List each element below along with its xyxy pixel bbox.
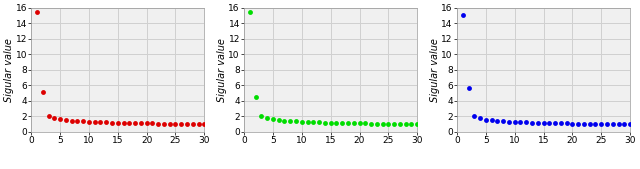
- Point: [332, 122, 342, 124]
- Point: [355, 122, 365, 125]
- Point: [153, 122, 163, 125]
- Point: [401, 123, 411, 125]
- Point: [72, 120, 83, 123]
- Point: [492, 120, 502, 122]
- Point: [38, 91, 48, 94]
- Point: [136, 122, 146, 125]
- Point: [521, 121, 531, 124]
- Point: [544, 122, 554, 125]
- Point: [262, 117, 272, 119]
- Y-axis label: Sigular value: Sigular value: [430, 38, 440, 102]
- Point: [49, 117, 60, 119]
- Point: [590, 123, 600, 125]
- Point: [504, 120, 514, 123]
- Point: [372, 122, 382, 125]
- Point: [366, 122, 376, 125]
- Point: [389, 123, 399, 125]
- Point: [383, 123, 394, 125]
- Point: [561, 122, 572, 125]
- Point: [273, 119, 284, 122]
- Point: [596, 123, 606, 125]
- Point: [118, 122, 129, 124]
- Point: [538, 122, 548, 124]
- Point: [406, 123, 417, 125]
- Point: [124, 122, 134, 124]
- Point: [164, 122, 175, 125]
- Point: [343, 122, 353, 125]
- Point: [486, 119, 497, 122]
- Point: [84, 120, 94, 123]
- Point: [458, 14, 468, 17]
- Point: [95, 121, 106, 124]
- Point: [469, 115, 479, 118]
- Point: [55, 118, 65, 121]
- Point: [607, 123, 618, 126]
- Point: [113, 121, 123, 124]
- Y-axis label: Sigular value: Sigular value: [4, 38, 14, 102]
- Point: [378, 122, 388, 125]
- Point: [320, 121, 330, 124]
- Point: [550, 122, 560, 125]
- Point: [78, 120, 88, 123]
- Point: [337, 122, 348, 124]
- Point: [602, 123, 612, 125]
- Y-axis label: Sigular value: Sigular value: [217, 38, 227, 102]
- Point: [567, 122, 577, 125]
- Point: [475, 117, 485, 120]
- Point: [176, 123, 186, 125]
- Point: [141, 122, 152, 125]
- Point: [147, 122, 157, 125]
- Point: [44, 115, 54, 117]
- Point: [285, 120, 296, 123]
- Point: [32, 10, 42, 13]
- Point: [360, 122, 371, 125]
- Point: [613, 123, 623, 126]
- Point: [579, 122, 589, 125]
- Point: [107, 121, 117, 124]
- Point: [67, 119, 77, 122]
- Point: [130, 122, 140, 125]
- Point: [625, 123, 636, 126]
- Point: [573, 122, 583, 125]
- Point: [90, 121, 100, 123]
- Point: [280, 119, 290, 122]
- Point: [182, 123, 192, 125]
- Point: [349, 122, 359, 125]
- Point: [193, 123, 204, 125]
- Point: [303, 121, 313, 123]
- Point: [556, 122, 566, 125]
- Point: [498, 120, 508, 123]
- Point: [244, 10, 255, 13]
- Point: [412, 123, 422, 126]
- Point: [61, 119, 71, 122]
- Point: [250, 95, 260, 98]
- Point: [188, 123, 198, 125]
- Point: [527, 121, 537, 124]
- Point: [170, 123, 180, 125]
- Point: [481, 118, 491, 121]
- Point: [515, 121, 525, 124]
- Point: [268, 118, 278, 121]
- Point: [297, 120, 307, 123]
- Point: [101, 121, 111, 124]
- Point: [584, 123, 595, 125]
- Point: [463, 87, 474, 90]
- Point: [532, 122, 543, 124]
- Point: [159, 122, 169, 125]
- Point: [509, 121, 520, 123]
- Point: [326, 121, 336, 124]
- Point: [256, 115, 266, 117]
- Point: [308, 121, 319, 124]
- Point: [395, 123, 405, 125]
- Point: [314, 121, 324, 124]
- Point: [199, 123, 209, 126]
- Point: [291, 120, 301, 123]
- Point: [619, 123, 629, 126]
